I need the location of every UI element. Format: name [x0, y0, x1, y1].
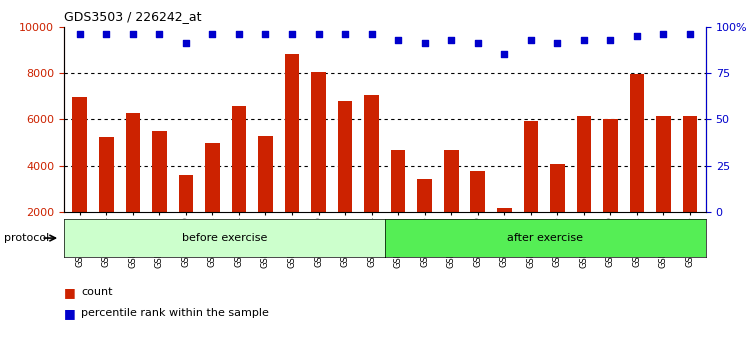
Bar	[285, 55, 300, 259]
Bar	[656, 116, 671, 259]
Text: ■: ■	[64, 307, 76, 320]
Point	[525, 37, 537, 42]
Text: before exercise: before exercise	[182, 233, 267, 243]
Bar	[205, 143, 220, 259]
Bar	[338, 101, 352, 259]
Point	[366, 31, 378, 37]
Bar	[311, 72, 326, 259]
Bar	[72, 97, 87, 259]
Bar	[603, 120, 618, 259]
Point	[153, 31, 165, 37]
Point	[101, 31, 113, 37]
Bar	[444, 150, 459, 259]
Point	[286, 31, 298, 37]
Bar	[550, 164, 565, 259]
Bar	[391, 150, 406, 259]
Bar	[497, 208, 511, 259]
Point	[472, 40, 484, 46]
Bar	[683, 116, 698, 259]
Point	[180, 40, 192, 46]
Point	[498, 52, 510, 57]
Bar	[523, 121, 538, 259]
Bar	[231, 105, 246, 259]
Bar	[125, 113, 140, 259]
Bar	[152, 131, 167, 259]
Point	[392, 37, 404, 42]
Bar	[258, 136, 273, 259]
Bar	[629, 74, 644, 259]
Point	[233, 31, 245, 37]
Text: protocol: protocol	[4, 233, 49, 243]
Point	[127, 31, 139, 37]
Point	[551, 40, 563, 46]
Point	[657, 31, 669, 37]
Point	[605, 37, 617, 42]
Point	[631, 33, 643, 39]
Point	[578, 37, 590, 42]
Point	[684, 31, 696, 37]
Bar	[470, 171, 485, 259]
Bar	[577, 116, 591, 259]
Text: count: count	[81, 287, 113, 297]
Point	[418, 40, 430, 46]
Point	[339, 31, 351, 37]
Point	[260, 31, 272, 37]
Text: GDS3503 / 226242_at: GDS3503 / 226242_at	[64, 10, 201, 23]
Text: after exercise: after exercise	[508, 233, 584, 243]
Text: ■: ■	[64, 286, 76, 298]
Text: percentile rank within the sample: percentile rank within the sample	[81, 308, 269, 318]
Bar	[418, 179, 432, 259]
Point	[445, 37, 457, 42]
Point	[207, 31, 219, 37]
Bar	[99, 137, 113, 259]
Bar	[179, 175, 193, 259]
Point	[312, 31, 324, 37]
Bar	[364, 95, 379, 259]
Point	[74, 31, 86, 37]
